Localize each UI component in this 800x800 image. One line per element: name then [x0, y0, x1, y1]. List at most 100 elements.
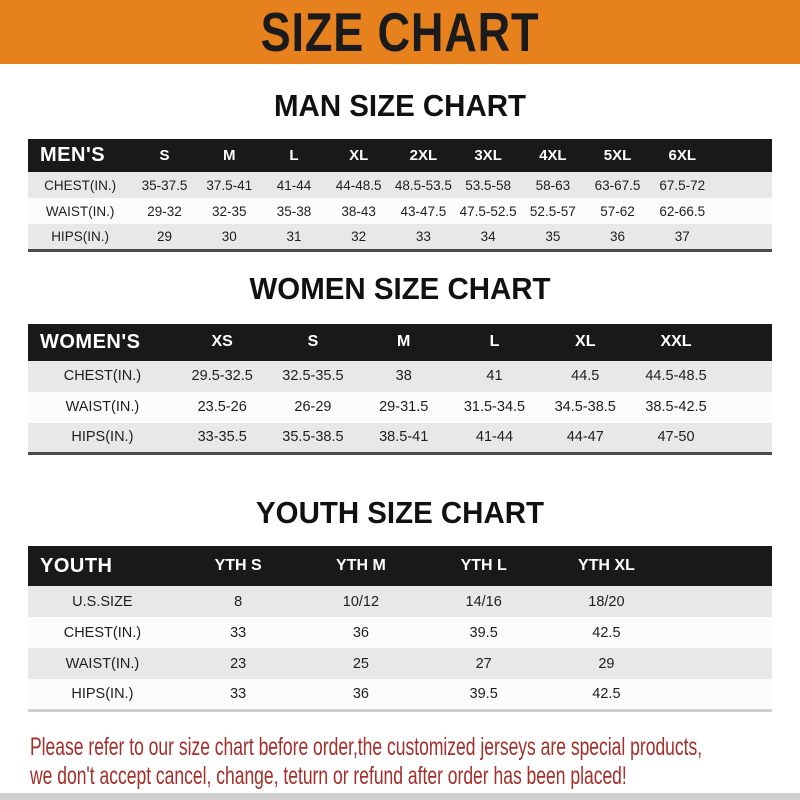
table-cell: 33	[230, 624, 247, 641]
row-spacer	[715, 198, 772, 224]
table-cell: 31.5-34.5	[463, 399, 526, 415]
table-cell: 36	[610, 228, 626, 244]
row-spacer	[721, 392, 772, 423]
table-cell: 23	[230, 655, 247, 672]
table-cell: 37	[674, 228, 690, 244]
column-header: S	[307, 333, 319, 350]
table-cell: 48.5-53.5	[394, 177, 452, 193]
header-spacer	[721, 324, 772, 361]
table-header-row: YOUTH YTH S YTH M YTH L YTH XL	[28, 546, 772, 586]
table-cell: 43-47.5	[400, 203, 447, 219]
column-header: M	[397, 333, 411, 350]
size-section-youth: YOUTH SIZE CHART YOUTH YTH S YTH M YTH L YTH …	[0, 495, 800, 712]
table-cell: 29	[598, 655, 615, 672]
table-cell: 41	[486, 368, 503, 384]
table-cell: 57-62	[600, 203, 635, 219]
table-cell: 44.5	[571, 368, 600, 384]
table-cell: 27	[475, 655, 492, 672]
table-row: WAIST(IN.) 23 25 27 29	[28, 648, 772, 679]
table-cell: 36	[352, 685, 369, 702]
footer-line-2: we don't accept cancel, change, teturn o…	[30, 761, 627, 790]
table-cell: 39.5	[469, 685, 498, 702]
table-cell: 31	[286, 228, 302, 244]
row-label: HIPS(IN.)	[71, 685, 134, 702]
table-cell: 8	[234, 593, 243, 610]
table-cell: 42.5	[592, 685, 621, 702]
table-row: CHEST(IN.) 29.5-32.5 32.5-35.5 38 41 44.5 44.5…	[28, 360, 772, 392]
row-label: CHEST(IN.)	[63, 624, 142, 641]
row-spacer	[715, 172, 772, 198]
table-cell: 38	[395, 368, 412, 384]
column-header: M	[222, 147, 236, 164]
table-cell: 29	[157, 228, 173, 244]
table-row: CHEST(IN.) 33 36 39.5 42.5	[28, 617, 772, 648]
table-cell: 53.5-58	[465, 177, 511, 193]
column-header: XL	[575, 333, 596, 350]
column-header: 3XL	[474, 147, 502, 164]
column-header: XXL	[660, 333, 692, 350]
table-cell: 47-50	[657, 429, 695, 446]
column-header: XS	[211, 333, 233, 350]
sections: MAN SIZE CHART MEN'S S M L XL 2XL 3XL 4XL 5XL 6XL C…	[0, 88, 800, 712]
table-cell: 14/16	[465, 593, 502, 610]
table-cell: 10/12	[342, 593, 380, 610]
row-spacer	[668, 617, 772, 648]
row-spacer	[668, 679, 772, 710]
table-cell: 38.5-41	[379, 429, 429, 446]
table-cell: 39.5	[469, 624, 498, 641]
size-section-men: MAN SIZE CHART MEN'S S M L XL 2XL 3XL 4XL 5XL 6XL C…	[0, 88, 800, 252]
column-header: YTH S	[214, 557, 262, 574]
size-table-men: MEN'S S M L XL 2XL 3XL 4XL 5XL 6XL CHEST(IN.) 35-37…	[28, 139, 772, 252]
row-label: CHEST(IN.)	[63, 368, 142, 384]
table-cell: 67.5-72	[659, 177, 706, 193]
section-heading-women: WOMEN SIZE CHART	[249, 270, 551, 306]
size-section-women: WOMEN SIZE CHART WOMEN'S XS S M L XL XXL CHEST(I…	[0, 270, 800, 455]
column-header: S	[159, 147, 170, 164]
row-label: HIPS(IN.)	[51, 228, 109, 244]
header-spacer	[715, 139, 772, 172]
table-cell: 58-63	[535, 177, 571, 193]
table-cell: 41-44	[276, 177, 312, 193]
table-cell: 23.5-26	[197, 399, 247, 415]
table-cell: 44-47	[566, 429, 604, 446]
table-cell: 38.5-42.5	[645, 399, 707, 415]
table-cell: 32-35	[211, 203, 247, 219]
row-spacer	[668, 648, 772, 679]
column-header: YTH L	[460, 557, 507, 574]
column-header: 6XL	[668, 147, 697, 164]
table-row: HIPS(IN.) 33 36 39.5 42.5	[28, 679, 772, 710]
size-table-youth: YOUTH YTH S YTH M YTH L YTH XL U.S.SIZE 8 10/12…	[28, 546, 772, 712]
table-cell: 63-67.5	[594, 177, 641, 193]
column-header: 5XL	[603, 147, 632, 164]
banner-title: SIZE CHART	[260, 0, 540, 63]
table-cell: 36	[352, 624, 369, 641]
table-cell: 33	[230, 685, 247, 702]
table-cell: 30	[221, 228, 237, 244]
table-cell: 35	[545, 228, 561, 244]
footer-line-1: Please refer to our size chart before or…	[30, 732, 703, 761]
table-cell: 26-29	[294, 399, 332, 415]
table-header-row: MEN'S S M L XL 2XL 3XL 4XL 5XL 6XL	[28, 139, 772, 172]
size-table-women: WOMEN'S XS S M L XL XXL CHEST(IN.) 29.5-32.5 32.5…	[28, 323, 772, 455]
table-header-row: WOMEN'S XS S M L XL XXL	[28, 323, 772, 361]
table-row: U.S.SIZE 8 10/12 14/16 18/20	[28, 586, 772, 617]
table-cell: 42.5	[592, 624, 621, 641]
column-header: XL	[349, 147, 369, 164]
header-spacer	[668, 546, 772, 586]
column-header: YTH M	[336, 557, 386, 574]
table-cell: 33-35.5	[197, 429, 247, 446]
table-cell: 29-32	[147, 203, 182, 219]
table-cell: 44-48.5	[335, 177, 382, 193]
row-label: U.S.SIZE	[72, 593, 133, 610]
table-cell: 37.5-41	[206, 177, 253, 193]
table-cell: 32.5-35.5	[282, 368, 344, 384]
row-label: WAIST(IN.)	[65, 655, 140, 672]
row-spacer	[668, 586, 772, 617]
row-spacer	[715, 224, 772, 250]
table-cell: 34.5-38.5	[554, 399, 616, 415]
table-cell: 33	[415, 228, 431, 244]
table-row: WAIST(IN.) 29-32 32-35 35-38 38-43 43-47.5 47.…	[28, 198, 772, 224]
section-heading-youth: YOUTH SIZE CHART	[256, 495, 544, 530]
table-cell: 38-43	[341, 203, 376, 219]
table-cell: 44.5-48.5	[645, 368, 707, 384]
